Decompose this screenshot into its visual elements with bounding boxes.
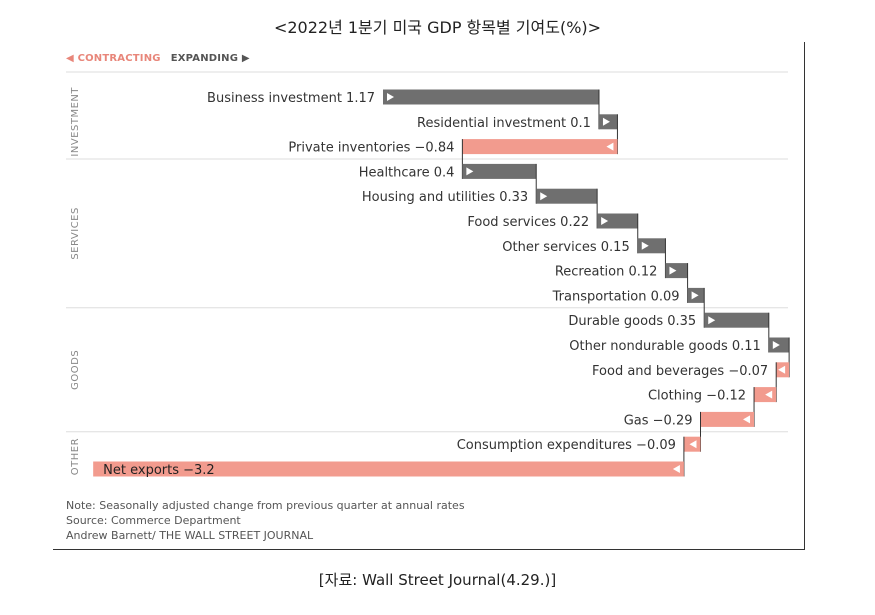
bar-2-3 [754,387,777,403]
bar-arrow-2-3 [765,390,773,399]
bar-arrow-0-1 [602,117,610,126]
image-caption: [자료: Wall Street Journal(4.29.)] [318,571,557,589]
bar-0-0 [383,89,599,105]
chart-credit: Andrew Barnett/ THE WALL STREET JOURNAL [66,529,314,542]
bar-label-1-3: Other services 0.15 [502,240,629,255]
bar-label-1-4: Recreation 0.12 [555,265,658,280]
bar-label-3-0: Consumption expenditures −0.09 [457,438,676,453]
bar-label-2-0: Durable goods 0.35 [568,314,696,329]
bar-label-0-2: Private inventories −0.84 [288,141,454,156]
bar-arrow-2-2 [778,365,786,374]
chart-note: Note: Seasonally adjusted change from pr… [66,499,465,512]
bar-label-0-1: Residential investment 0.1 [417,116,591,131]
chart-source: Source: Commerce Department [66,514,241,527]
bar-arrow-1-3 [641,241,649,250]
bar-label-1-1: Housing and utilities 0.33 [362,190,528,205]
bar-arrow-3-0 [689,440,697,449]
bar-arrow-0-2 [606,142,614,151]
bar-arrow-0-0 [387,93,394,101]
legend-expanding: EXPANDING ▶ [170,53,250,64]
bar-label-3-1: Net exports −3.2 [103,463,215,478]
bar-1-2 [597,213,638,229]
bar-3-1 [93,461,684,477]
bar-1-1 [536,188,598,204]
bar-arrow-1-5 [691,291,699,300]
bar-label-1-0: Healthcare 0.4 [359,165,455,180]
bar-arrow-1-2 [601,217,609,225]
bar-label-2-4: Gas −0.29 [624,413,693,428]
chart-title: <2022년 1분기 미국 GDP 항목별 기여도(%)> [273,18,602,37]
bar-label-1-5: Transportation 0.09 [552,289,680,304]
group-label-services: SERVICES [70,207,81,260]
legend-contracting: ◀ CONTRACTING [66,53,161,64]
bar-1-0 [462,163,537,179]
group-label-other: OTHER [70,438,81,475]
bar-arrow-1-0 [466,167,474,176]
bar-1-3 [637,238,666,254]
bar-label-0-0: Business investment 1.17 [207,91,375,106]
bar-arrow-2-0 [708,316,716,325]
bar-0-2 [462,139,618,155]
bar-arrow-2-4 [743,415,751,424]
bar-1-4 [665,263,688,279]
legend: ◀ CONTRACTING EXPANDING ▶ [66,53,250,64]
bar-arrow-3-1 [672,465,680,473]
chart-frame [53,42,805,550]
group-label-investment: INVESTMENT [70,87,81,157]
bar-label-2-1: Other nondurable goods 0.11 [569,339,761,354]
bar-arrow-1-4 [669,266,677,275]
bar-label-1-2: Food services 0.22 [467,215,589,230]
bar-2-4 [700,411,755,427]
bar-2-0 [704,312,769,328]
group-label-goods: GOODS [70,350,81,390]
bar-label-2-3: Clothing −0.12 [648,389,746,404]
bar-arrow-1-1 [540,192,548,201]
bar-arrow-2-1 [772,341,780,349]
bar-label-2-2: Food and beverages −0.07 [592,364,768,379]
